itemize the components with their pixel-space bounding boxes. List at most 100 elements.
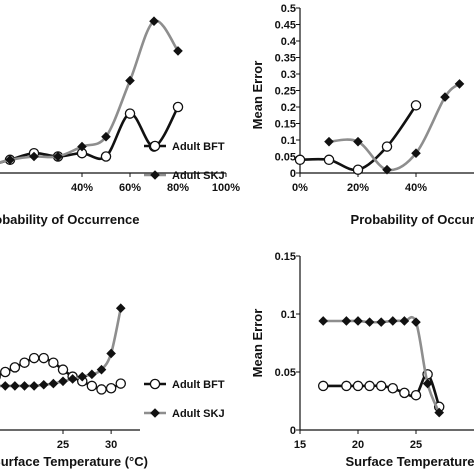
data-point-skj (411, 148, 421, 158)
data-point-bft (9, 362, 21, 373)
data-point-skj (77, 371, 88, 382)
data-point-skj (38, 379, 49, 390)
y-tick-label: 0.25 (275, 86, 296, 98)
data-point-skj (318, 316, 328, 326)
data-point-bft (105, 382, 117, 394)
data-point-bft (381, 141, 393, 152)
data-point-skj (173, 46, 183, 56)
y-tick-label: 0.2 (281, 102, 296, 114)
series-line-adult-skj (328, 82, 461, 172)
panel-bottom-right: 15 20 25 0 0.05 0.1 0.15 Surface Temperature Mea… (250, 251, 474, 469)
data-point-bft (387, 382, 399, 394)
x-tick-label: 20 (352, 439, 364, 451)
data-point-skj (324, 136, 334, 147)
data-point-skj (77, 141, 87, 152)
data-point-bft (352, 164, 364, 175)
data-point-bft (364, 380, 375, 392)
data-point-bft (57, 364, 69, 375)
y-tick-label: 0.05 (275, 152, 296, 164)
x-tick-label: 20% (347, 182, 369, 194)
data-point-skj (115, 303, 126, 313)
x-tick-label: 15 (294, 439, 306, 451)
x-tick-label: 40% (71, 182, 93, 194)
data-point-skj (29, 381, 39, 391)
data-point-bft (410, 100, 422, 111)
data-point-bft (410, 389, 422, 401)
series-line-adult-skj (0, 307, 123, 388)
data-point-bft (96, 384, 107, 395)
data-point-skj (434, 407, 444, 418)
data-point-skj (149, 16, 159, 26)
data-point-bft (317, 380, 329, 392)
data-point-skj (106, 348, 116, 359)
data-point-bft (399, 387, 410, 399)
data-point-skj (364, 317, 375, 327)
legend-label: Adult BFT (172, 379, 225, 391)
data-point-skj (353, 136, 363, 147)
data-point-bft (172, 101, 184, 113)
panel-top-left: 40% 60% 80% 100% Probability of Occurrence Ad… (0, 16, 240, 227)
data-point-skj (96, 364, 107, 375)
data-point-skj (125, 75, 135, 86)
y-tick-label: 0.15 (275, 119, 296, 131)
y-tick-label: 0.35 (275, 53, 296, 65)
data-point-skj (411, 317, 421, 327)
legend: Adult BFT Adult SKJ (144, 378, 225, 420)
data-point-skj (87, 369, 97, 380)
data-point-skj (454, 79, 465, 89)
legend-marker-bft (149, 140, 161, 152)
data-point-bft (48, 357, 59, 368)
data-point-skj (58, 376, 68, 387)
legend-marker-bft (149, 378, 161, 390)
x-axis-label: Surface Temperature (345, 454, 474, 469)
legend-marker-skj (150, 408, 160, 418)
y-tick-label: 0.3 (281, 69, 296, 81)
data-point-skj (388, 316, 398, 326)
series-line-adult-skj (323, 315, 441, 414)
data-point-skj (422, 378, 433, 389)
data-point-skj (5, 155, 15, 165)
y-tick-label: 0.05 (275, 367, 296, 379)
x-tick-label: 40% (405, 182, 427, 194)
data-point-bft (341, 380, 352, 392)
legend-label: Adult SKJ (172, 170, 225, 182)
data-point-skj (29, 151, 39, 162)
x-tick-label: 30 (105, 439, 117, 451)
data-point-bft (294, 154, 306, 166)
data-point-bft (352, 380, 364, 392)
x-tick-label: 60% (119, 182, 141, 194)
data-point-bft (115, 378, 127, 389)
legend-label: Adult BFT (172, 141, 225, 153)
y-tick-label: 0.5 (281, 3, 296, 15)
y-axis-label: Mean Error (250, 309, 265, 378)
data-point-bft (19, 357, 30, 368)
data-point-skj (341, 316, 352, 326)
x-tick-label: 80% (167, 182, 189, 194)
x-axis-label: Surface Temperature (°C) (0, 454, 148, 469)
data-point-bft (100, 151, 112, 162)
data-point-skj (48, 378, 59, 389)
data-point-skj (67, 374, 78, 384)
data-point-skj (53, 151, 63, 162)
data-point-bft (86, 380, 98, 392)
data-point-skj (10, 381, 20, 391)
x-tick-label: 25 (410, 439, 422, 451)
y-axis-label: Mean Error (250, 61, 265, 130)
data-point-bft (124, 108, 136, 119)
data-point-skj (376, 317, 386, 327)
data-point-skj (101, 131, 111, 142)
legend-label: Adult SKJ (172, 408, 225, 420)
data-point-bft (38, 352, 50, 364)
data-point-skj (399, 316, 410, 326)
data-point-skj (382, 164, 392, 175)
y-tick-label: 0.4 (281, 36, 297, 48)
legend: Adult BFT Adult SKJ (144, 140, 225, 182)
x-tick-label: 0% (292, 182, 308, 194)
data-point-skj (0, 381, 11, 391)
x-tick-label: 100% (212, 182, 240, 194)
y-tick-label: 0.45 (275, 20, 296, 32)
x-tick-label: 25 (57, 439, 69, 451)
y-tick-label: 0.1 (281, 135, 296, 147)
